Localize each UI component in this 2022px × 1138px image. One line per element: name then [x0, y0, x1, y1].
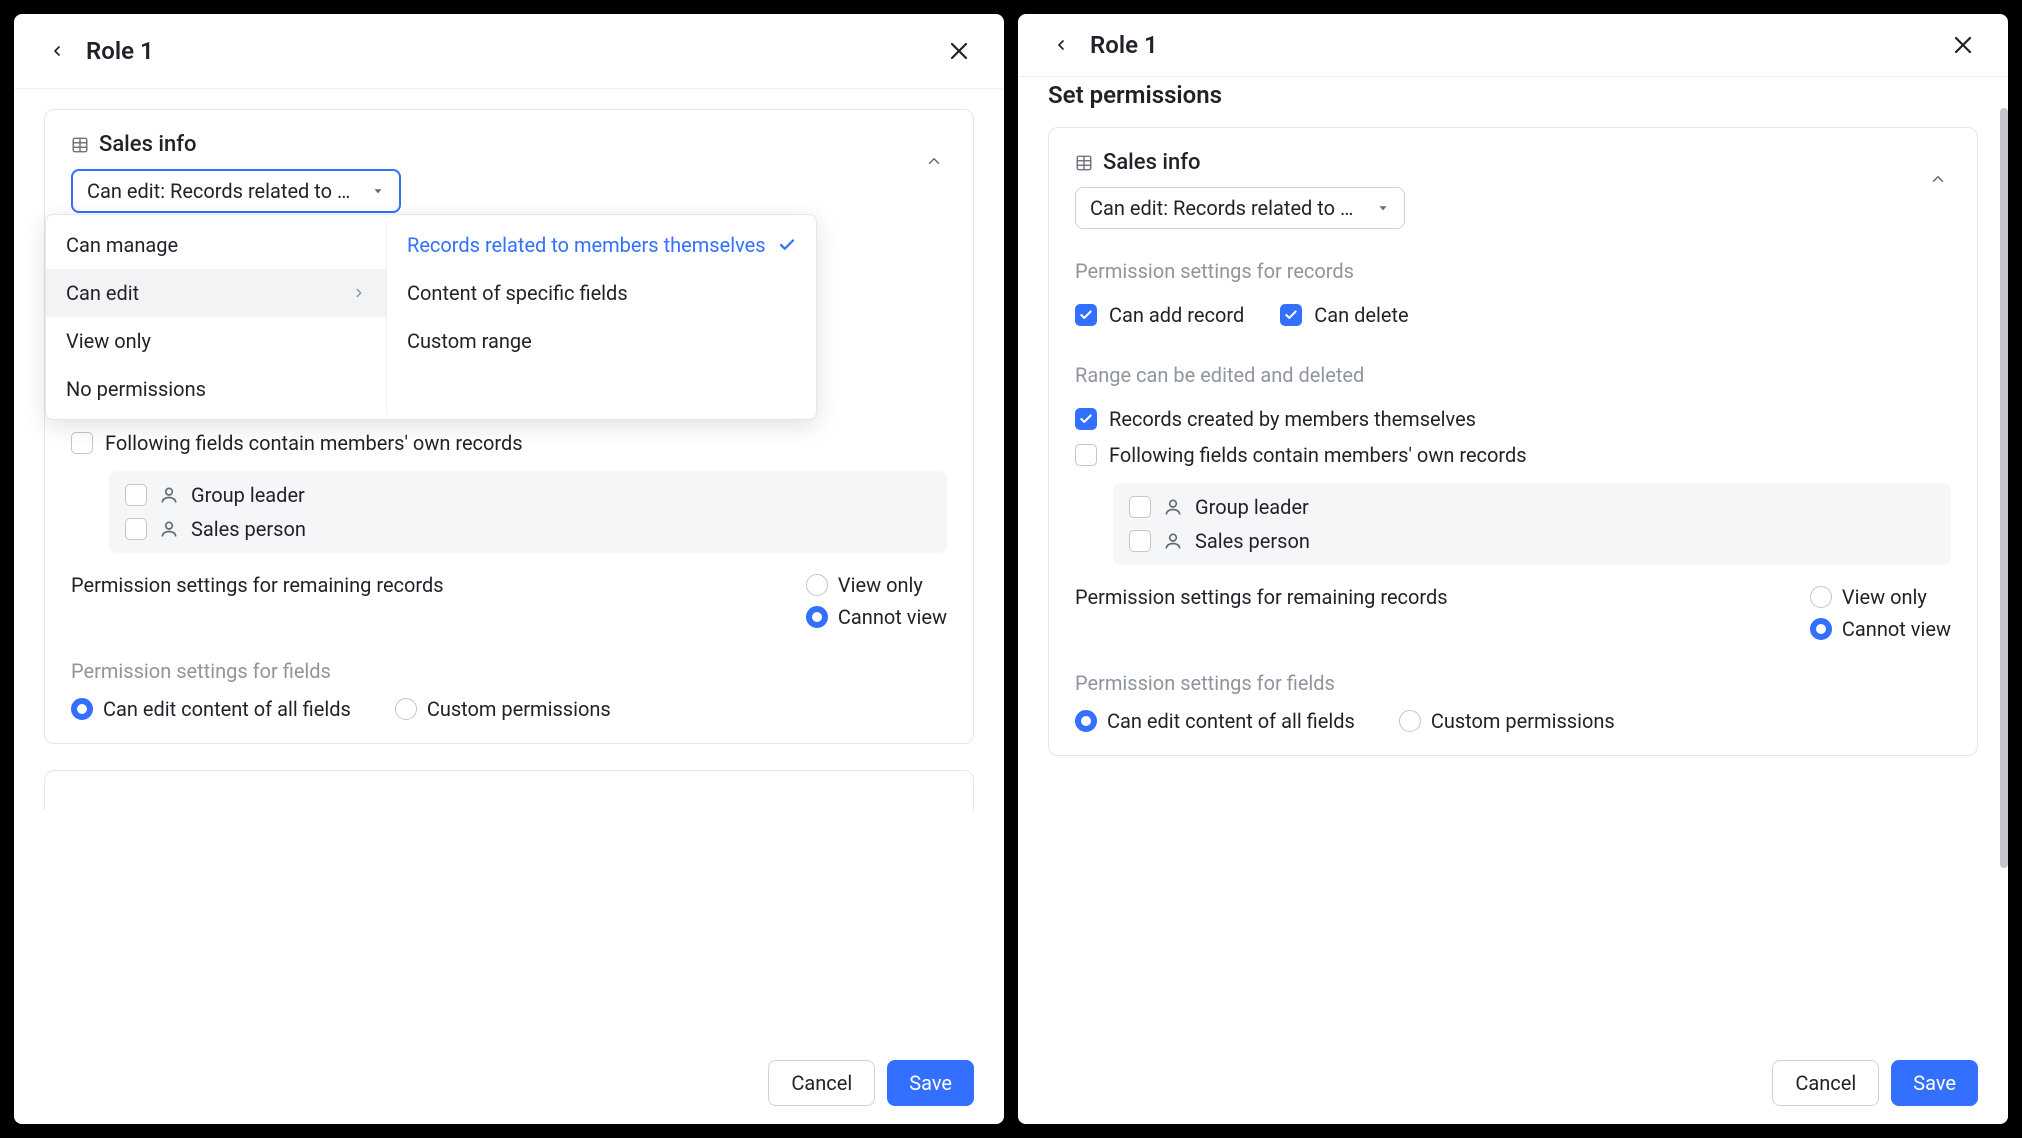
close-icon	[1951, 33, 1975, 57]
dd-item-can-edit[interactable]: Can edit	[46, 269, 386, 317]
panel-title: Role 1	[1090, 31, 1948, 59]
checkbox-unchecked-icon	[71, 432, 93, 454]
radio-cannot-view[interactable]: Cannot view	[806, 605, 947, 629]
panel-body: Sales info Can edit: Records related to …	[14, 89, 1004, 1042]
fields-section-heading: Permission settings for fields	[71, 659, 947, 683]
right-panel: Role 1 Set permissions Sales info Can ed…	[1018, 14, 2008, 1124]
close-icon	[947, 39, 971, 63]
range-section-heading: Range can be edited and deleted	[1075, 363, 1951, 387]
cb-following-fields[interactable]: Following fields contain members' own re…	[71, 425, 947, 461]
save-button[interactable]: Save	[1891, 1060, 1978, 1106]
collapse-button[interactable]	[1925, 166, 1951, 192]
permission-card: Sales info Can edit: Records related to …	[1048, 127, 1978, 756]
radio-custom-permissions[interactable]: Custom permissions	[1399, 709, 1615, 733]
card-title: Sales info	[99, 132, 196, 157]
dropdown-sub: Records related to members themselves Co…	[386, 221, 816, 413]
panel-header: Role 1	[14, 14, 1004, 89]
cb-can-add-record[interactable]: Can add record	[1075, 297, 1244, 333]
records-section-heading: Permission settings for records	[1075, 259, 1951, 283]
panel-title: Role 1	[86, 37, 944, 65]
radio-cannot-view[interactable]: Cannot view	[1810, 617, 1951, 641]
chevron-up-icon	[1929, 170, 1947, 188]
panel-header: Role 1	[1018, 14, 2008, 77]
chevron-up-icon	[925, 152, 943, 170]
radio-edit-all-fields[interactable]: Can edit content of all fields	[71, 697, 351, 721]
close-button[interactable]	[944, 36, 974, 66]
panel-footer: Cancel Save	[1018, 1042, 2008, 1124]
fields-section-heading: Permission settings for fields	[1075, 671, 1951, 695]
table-icon	[1075, 154, 1093, 172]
dd-item-no-permissions[interactable]: No permissions	[46, 365, 386, 413]
chevron-right-icon	[352, 286, 366, 300]
cb-following-fields[interactable]: Following fields contain members' own re…	[1075, 437, 1951, 473]
radio-view-only[interactable]: View only	[806, 573, 947, 597]
select-label: Can edit: Records related to …	[1090, 196, 1353, 220]
back-button[interactable]	[1048, 32, 1074, 58]
scrollbar[interactable]	[2000, 108, 2008, 868]
panel-footer: Cancel Save	[14, 1042, 1004, 1124]
remaining-records-row: Permission settings for remaining record…	[71, 573, 947, 629]
chevron-left-icon	[49, 43, 65, 59]
chevron-left-icon	[1053, 37, 1069, 53]
panel-body: Set permissions Sales info Can edit: Rec…	[1018, 77, 2008, 1042]
subfield-group-leader[interactable]: Group leader	[1129, 495, 1935, 519]
radio-view-only[interactable]: View only	[1810, 585, 1951, 609]
close-button[interactable]	[1948, 30, 1978, 60]
radio-edit-all-fields[interactable]: Can edit content of all fields	[1075, 709, 1355, 733]
select-label: Can edit: Records related to …	[87, 179, 350, 203]
save-button[interactable]: Save	[887, 1060, 974, 1106]
remaining-records-row: Permission settings for remaining record…	[1075, 585, 1951, 641]
subfields-box: Group leader Sales person	[1113, 483, 1951, 565]
subfields-box: Group leader Sales person	[109, 471, 947, 553]
subfield-sales-person[interactable]: Sales person	[1129, 529, 1935, 553]
permission-dropdown: Can manage Can edit View only No permiss…	[45, 214, 817, 420]
subfield-sales-person[interactable]: Sales person	[125, 517, 931, 541]
table-icon	[71, 136, 89, 154]
caret-down-icon	[1376, 201, 1390, 215]
dd-sub-records-related[interactable]: Records related to members themselves	[387, 221, 816, 269]
cancel-button[interactable]: Cancel	[768, 1060, 875, 1106]
dd-item-view-only[interactable]: View only	[46, 317, 386, 365]
collapse-button[interactable]	[921, 148, 947, 174]
dd-sub-content-fields[interactable]: Content of specific fields	[387, 269, 816, 317]
permission-select[interactable]: Can edit: Records related to …	[71, 169, 401, 213]
next-card-peek	[44, 770, 974, 810]
radio-custom-permissions[interactable]: Custom permissions	[395, 697, 611, 721]
left-panel: Role 1 Sales info Can edit: Records rela…	[14, 14, 1004, 1124]
caret-down-icon	[371, 184, 385, 198]
card-title: Sales info	[1103, 150, 1200, 175]
set-permissions-heading: Set permissions	[1048, 77, 1978, 127]
person-icon	[1163, 531, 1183, 551]
person-icon	[1163, 497, 1183, 517]
permission-select[interactable]: Can edit: Records related to …	[1075, 187, 1405, 229]
cancel-button[interactable]: Cancel	[1772, 1060, 1879, 1106]
permission-card: Sales info Can edit: Records related to …	[44, 109, 974, 744]
dd-sub-custom-range[interactable]: Custom range	[387, 317, 816, 365]
dropdown-primary: Can manage Can edit View only No permiss…	[46, 221, 386, 413]
person-icon	[159, 519, 179, 539]
back-button[interactable]	[44, 38, 70, 64]
cb-can-delete[interactable]: Can delete	[1280, 297, 1408, 333]
subfield-group-leader[interactable]: Group leader	[125, 483, 931, 507]
person-icon	[159, 485, 179, 505]
check-icon	[778, 236, 796, 254]
cb-records-created[interactable]: Records created by members themselves	[1075, 401, 1951, 437]
dd-item-can-manage[interactable]: Can manage	[46, 221, 386, 269]
